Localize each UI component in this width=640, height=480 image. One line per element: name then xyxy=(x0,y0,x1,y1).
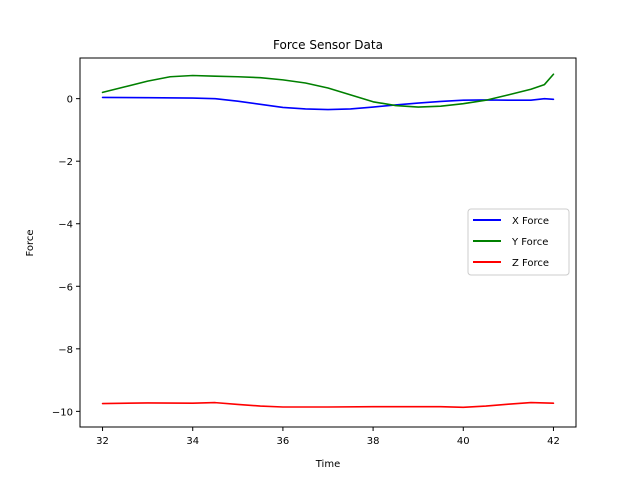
x-tick-label: 40 xyxy=(457,436,470,447)
y-axis: 0 −2 −4 −6 −8 −10 xyxy=(52,95,80,418)
x-tick-label: 32 xyxy=(96,436,109,447)
y-tick-label: −4 xyxy=(58,220,73,231)
y-axis-label: Force xyxy=(25,229,36,256)
plot-lines xyxy=(101,73,555,409)
y-tick-label: 0 xyxy=(67,95,73,106)
y-tick-label: −6 xyxy=(58,282,73,293)
legend-label-z-force: Z Force xyxy=(512,258,549,269)
x-axis-label: Time xyxy=(315,459,340,470)
legend-label-x-force: X Force xyxy=(512,216,549,227)
y-tick-label: −2 xyxy=(58,157,73,168)
y-tick-label: −8 xyxy=(58,345,73,356)
x-axis: 32 34 36 38 40 42 xyxy=(96,427,560,447)
chart-title: Force Sensor Data xyxy=(273,38,383,52)
x-tick-label: 36 xyxy=(277,436,290,447)
legend: X Force Y Force Z Force xyxy=(467,208,570,276)
x-tick-label: 42 xyxy=(547,436,560,447)
series-line-z-force xyxy=(101,401,555,409)
series-line-x-force xyxy=(101,96,555,111)
x-tick-label: 34 xyxy=(186,436,199,447)
axes-frame xyxy=(79,57,577,428)
x-tick-label: 38 xyxy=(367,436,380,447)
legend-box xyxy=(467,208,570,276)
y-tick-label: −10 xyxy=(52,407,73,418)
legend-label-y-force: Y Force xyxy=(511,237,548,248)
series-line-y-force xyxy=(101,73,555,108)
